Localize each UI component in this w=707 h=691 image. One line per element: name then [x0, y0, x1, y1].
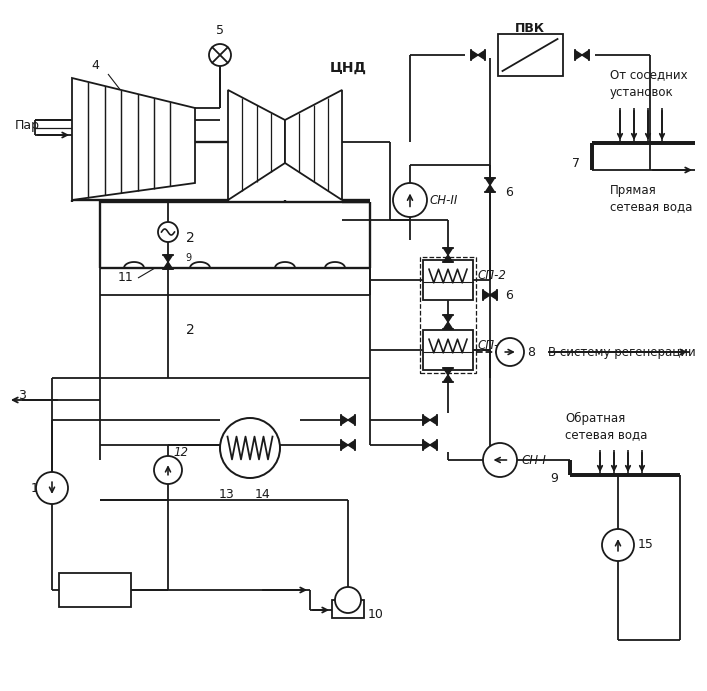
Text: 6: 6 — [505, 185, 513, 198]
Text: 3: 3 — [18, 388, 26, 401]
Polygon shape — [443, 255, 452, 262]
Polygon shape — [430, 440, 437, 450]
Polygon shape — [483, 290, 490, 300]
Text: В систему регенерации: В систему регенерации — [548, 346, 696, 359]
Text: Пар: Пар — [15, 118, 40, 131]
Polygon shape — [443, 315, 452, 322]
Bar — [423, 330, 473, 370]
Text: сетевая вода: сетевая вода — [610, 200, 692, 214]
Circle shape — [158, 222, 178, 242]
Polygon shape — [285, 90, 342, 200]
Circle shape — [154, 456, 182, 484]
Text: 13: 13 — [218, 489, 234, 502]
Polygon shape — [443, 322, 452, 329]
Polygon shape — [72, 78, 195, 200]
Text: 4: 4 — [91, 59, 99, 71]
Text: 15: 15 — [638, 538, 654, 551]
Polygon shape — [443, 368, 452, 375]
Circle shape — [393, 183, 427, 217]
Polygon shape — [423, 440, 430, 450]
Circle shape — [496, 338, 524, 366]
Text: установок: установок — [610, 86, 674, 99]
Text: Прямая: Прямая — [610, 184, 657, 196]
Text: 1: 1 — [31, 482, 39, 495]
Text: СП-2: СП-2 — [478, 269, 507, 282]
Polygon shape — [163, 255, 173, 262]
Circle shape — [209, 44, 231, 66]
Circle shape — [220, 418, 280, 478]
Text: 12: 12 — [173, 446, 188, 459]
Circle shape — [36, 472, 68, 504]
Polygon shape — [348, 415, 355, 424]
Polygon shape — [424, 352, 472, 369]
Text: ХВО: ХВО — [80, 583, 110, 596]
Text: 7: 7 — [572, 156, 580, 169]
Circle shape — [483, 443, 517, 477]
Polygon shape — [443, 375, 452, 382]
Text: ЦНД: ЦНД — [330, 61, 367, 75]
Text: 10: 10 — [368, 609, 384, 621]
Bar — [332, 600, 364, 618]
Text: СН-II: СН-II — [430, 193, 458, 207]
Text: 8: 8 — [527, 346, 535, 359]
Text: 9: 9 — [185, 253, 191, 263]
Polygon shape — [486, 185, 495, 192]
Polygon shape — [490, 290, 497, 300]
Text: ПВК: ПВК — [515, 21, 545, 35]
Polygon shape — [228, 90, 285, 200]
Text: Обратная: Обратная — [565, 411, 625, 424]
Text: сетевая вода: сетевая вода — [565, 428, 648, 442]
Polygon shape — [341, 415, 348, 424]
Bar — [498, 34, 563, 76]
Polygon shape — [478, 50, 485, 59]
Text: Д: Д — [343, 594, 354, 607]
Polygon shape — [163, 262, 173, 269]
Circle shape — [602, 529, 634, 561]
Polygon shape — [443, 248, 452, 255]
Polygon shape — [341, 440, 348, 450]
Circle shape — [335, 587, 361, 613]
Text: 2: 2 — [186, 231, 194, 245]
Polygon shape — [575, 50, 582, 59]
Text: От соседних: От соседних — [610, 68, 688, 82]
Polygon shape — [471, 50, 478, 59]
Text: 9: 9 — [550, 471, 558, 484]
Polygon shape — [486, 178, 495, 185]
Text: СП-1: СП-1 — [478, 339, 507, 352]
Polygon shape — [582, 50, 589, 59]
Bar — [59, 573, 131, 607]
Text: СН-I: СН-I — [522, 453, 547, 466]
Text: 2: 2 — [186, 323, 194, 337]
Polygon shape — [424, 283, 472, 299]
Text: 11: 11 — [118, 270, 134, 283]
Text: 14: 14 — [255, 489, 271, 502]
Polygon shape — [423, 415, 430, 424]
Polygon shape — [430, 415, 437, 424]
Text: 5: 5 — [216, 23, 224, 37]
Bar — [423, 260, 473, 300]
Text: 6: 6 — [505, 289, 513, 301]
Polygon shape — [348, 440, 355, 450]
Bar — [420, 257, 476, 373]
